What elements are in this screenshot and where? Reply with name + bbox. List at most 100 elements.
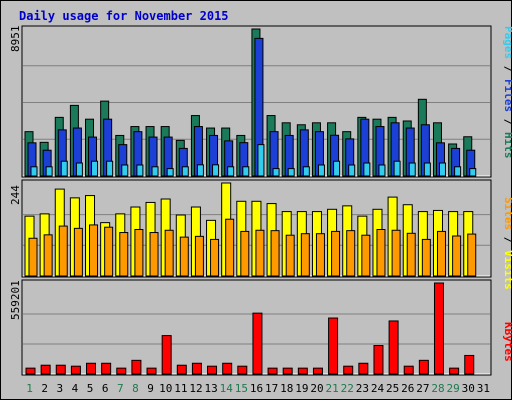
kbytes-bar	[312, 367, 323, 375]
visits-max-label: 244	[9, 185, 22, 205]
pages-bar	[181, 166, 189, 177]
day-label: 29	[447, 382, 460, 395]
pages-bar	[212, 164, 220, 177]
day-label: 13	[204, 382, 217, 395]
kbytes-max-label: 559201	[9, 280, 22, 320]
kbytes-bar	[70, 365, 81, 375]
sites-bar	[73, 227, 83, 277]
sites-bar	[28, 237, 38, 277]
pages-bar	[408, 162, 416, 177]
day-label: 30	[462, 382, 475, 395]
day-label: 10	[159, 382, 172, 395]
legend-pages: Pages	[502, 26, 512, 59]
kbytes-bar	[373, 345, 384, 375]
day-label: 4	[72, 382, 79, 395]
day-label: 24	[371, 382, 385, 395]
sites-bar	[104, 226, 114, 277]
pages-bar	[454, 166, 462, 177]
pages-bar	[363, 162, 371, 177]
sites-bar	[346, 230, 356, 277]
pages-bar	[166, 168, 174, 177]
sites-bar	[225, 218, 235, 277]
kbytes-bar	[343, 365, 354, 375]
pages-bar	[257, 144, 265, 177]
pages-bar	[242, 166, 250, 177]
legend-sites: Sites	[502, 197, 512, 230]
kbytes-bar	[328, 317, 339, 375]
kbytes-bar	[418, 359, 429, 375]
sites-bar	[194, 235, 204, 277]
kbytes-bar	[267, 367, 278, 375]
pages-bar	[378, 164, 386, 177]
sites-bar	[361, 234, 371, 277]
sites-bar	[285, 234, 295, 277]
kbytes-bar	[131, 359, 142, 375]
day-label: 17	[265, 382, 278, 395]
kbytes-bar	[176, 364, 187, 375]
kbytes-bar	[146, 367, 157, 375]
pages-bar	[287, 168, 295, 177]
pages-bar	[45, 166, 53, 177]
day-label: 26	[401, 382, 414, 395]
day-label: 31	[477, 382, 490, 395]
pages-bar	[106, 160, 114, 177]
kbytes-bar	[282, 367, 293, 375]
day-label: 2	[41, 382, 48, 395]
day-label: 12	[189, 382, 202, 395]
day-label: 22	[341, 382, 354, 395]
pages-bar	[302, 166, 310, 177]
sites-bar	[210, 238, 220, 277]
kbytes-bar	[237, 365, 248, 375]
chart-title: Daily usage for November 2015	[19, 9, 229, 23]
pages-bar	[121, 164, 129, 177]
kbytes-bar	[161, 335, 172, 375]
sites-bar	[331, 230, 341, 277]
day-label: 6	[102, 382, 109, 395]
day-label: 9	[147, 382, 154, 395]
kbytes-bar	[464, 354, 475, 375]
pages-bar	[317, 164, 325, 177]
kbytes-bar	[55, 364, 66, 375]
kbytes-bar	[403, 365, 414, 375]
day-label: 23	[356, 382, 369, 395]
day-label: 28	[431, 382, 444, 395]
kbytes-bar	[116, 367, 127, 375]
sites-bar	[164, 229, 174, 277]
kbytes-bar	[358, 362, 369, 375]
pages-bar	[469, 168, 477, 177]
day-label: 14	[220, 382, 234, 395]
pages-bar	[136, 164, 144, 177]
kbytes-bar	[252, 312, 263, 375]
kbytes-bar	[388, 320, 399, 375]
day-label: 20	[310, 382, 323, 395]
day-label: 15	[235, 382, 248, 395]
legend-hits: Hits	[502, 132, 512, 159]
sites-bar	[315, 233, 325, 277]
pages-bar	[75, 162, 83, 177]
kbytes-bar	[101, 362, 112, 375]
sites-bar	[43, 234, 53, 277]
sites-bar	[436, 230, 446, 277]
day-label: 25	[386, 382, 399, 395]
pages-bar	[423, 162, 431, 177]
kbytes-bar	[191, 362, 202, 375]
pages-bar	[348, 164, 356, 177]
pages-bar	[196, 164, 204, 177]
pages-bar	[438, 162, 446, 177]
day-label: 8	[132, 382, 139, 395]
sites-bar	[391, 229, 401, 277]
sites-bar	[179, 236, 189, 277]
sites-bar	[452, 235, 462, 277]
day-label: 3	[57, 382, 64, 395]
sites-bar	[421, 238, 431, 277]
legend-kbytes-label: KBytes	[502, 322, 512, 362]
day-label: 7	[117, 382, 124, 395]
legend-visits-sites: Sites / Visits	[502, 197, 512, 290]
pages-bar	[393, 160, 401, 177]
day-label: 27	[416, 382, 429, 395]
day-label: 5	[87, 382, 94, 395]
sites-bar	[255, 229, 265, 277]
kbytes-bar	[297, 367, 308, 375]
pages-bar	[91, 160, 99, 177]
day-label: 19	[295, 382, 308, 395]
